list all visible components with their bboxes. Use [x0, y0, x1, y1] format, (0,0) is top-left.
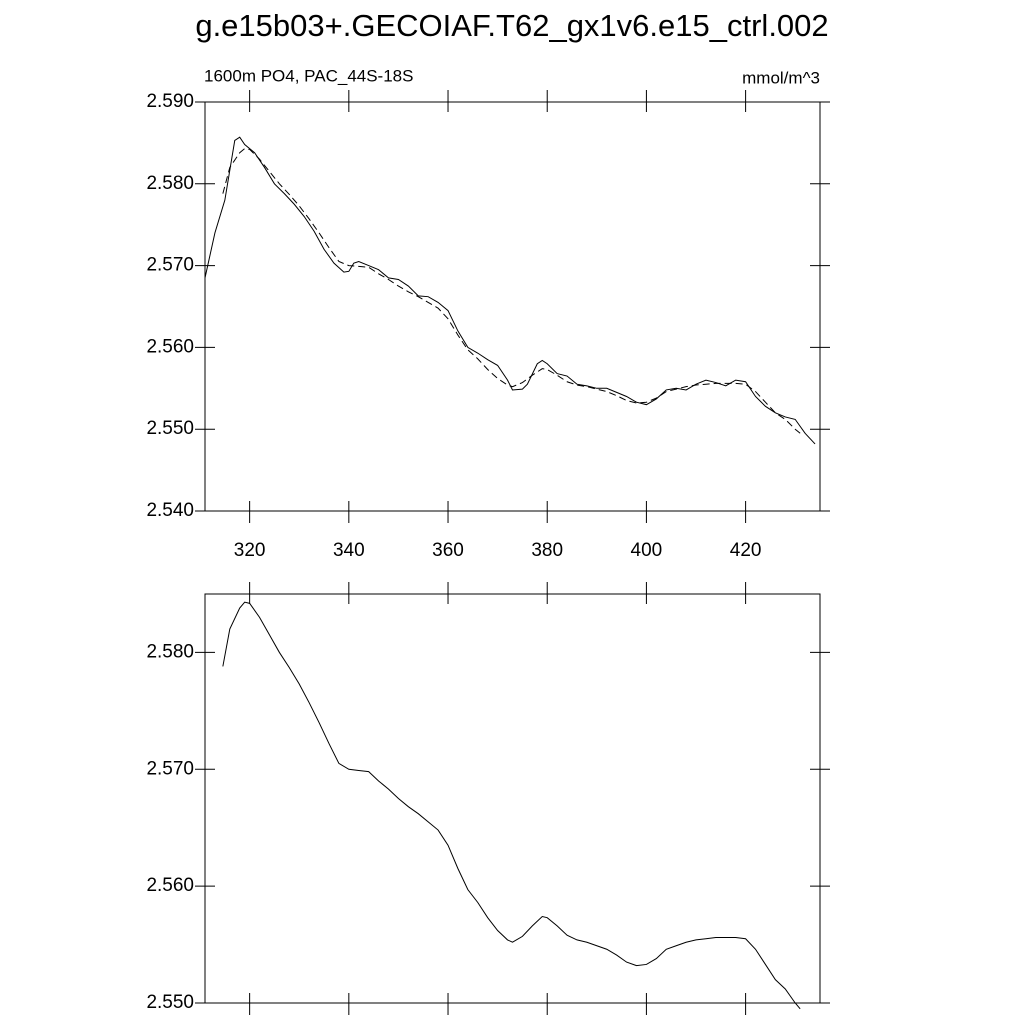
x-tick-label: 320: [234, 540, 266, 561]
y-tick-label: 2.560: [146, 875, 194, 896]
x-tick-label: 380: [531, 540, 563, 561]
x-tick-label: 360: [432, 540, 464, 561]
y-tick-label: 2.590: [146, 91, 194, 112]
plot-frame: [204, 101, 821, 512]
y-tick-label: 2.560: [146, 336, 194, 357]
x-tick-label: 420: [730, 540, 762, 561]
x-tick-label: 340: [333, 540, 365, 561]
y-tick-label: 2.580: [146, 641, 194, 662]
data-line: [204, 136, 816, 445]
y-tick-label: 2.570: [146, 758, 194, 779]
y-tick-label: 2.550: [146, 992, 194, 1013]
units-label: mmol/m^3: [742, 68, 820, 87]
data-line: [222, 148, 801, 434]
y-tick-label: 2.580: [146, 173, 194, 194]
x-tick-label: 400: [631, 540, 663, 561]
left-label: 1600m PO4, PAC_44S-18S: [204, 66, 413, 85]
chart-title: g.e15b03+.GECOIAF.T62_gx1v6.e15_ctrl.002: [195, 8, 828, 43]
y-tick-label: 2.550: [146, 418, 194, 439]
y-tick-label: 2.570: [146, 255, 194, 276]
plot-frame: [204, 593, 821, 1004]
y-tick-label: 2.540: [146, 500, 194, 521]
data-line: [222, 601, 801, 1010]
